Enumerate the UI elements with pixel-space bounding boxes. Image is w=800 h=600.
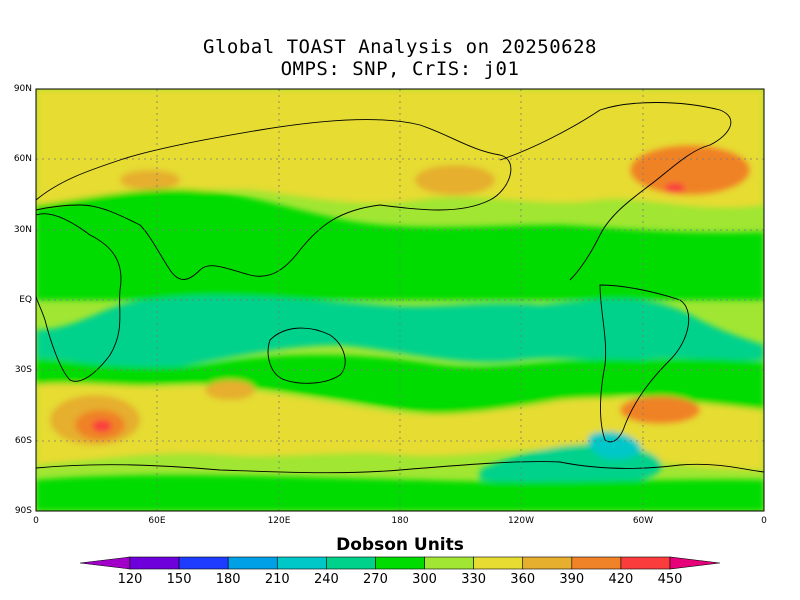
lat-label: 30S bbox=[14, 365, 32, 375]
africa-coastline bbox=[36, 213, 122, 382]
lon-label: 0 bbox=[761, 516, 767, 526]
colorbar-swatch bbox=[178, 556, 229, 570]
lon-label: 60E bbox=[148, 516, 166, 526]
lat-label: 90S bbox=[14, 506, 32, 516]
ozone-high-europe bbox=[120, 170, 180, 190]
colorbar-title: Dobson Units bbox=[336, 535, 464, 555]
lat-label: 90N bbox=[13, 84, 32, 94]
colorbar-swatch bbox=[571, 556, 622, 570]
lon-label: 180 bbox=[391, 516, 409, 526]
ozone-field bbox=[36, 89, 764, 511]
graticule bbox=[36, 89, 764, 511]
lat-label: 60S bbox=[14, 436, 32, 446]
colorbar-swatch bbox=[620, 556, 671, 570]
lon-label: 60W bbox=[632, 516, 654, 526]
colorbar-tick-label: 210 bbox=[264, 572, 290, 587]
map-frame bbox=[35, 88, 765, 512]
ozone-cyan-patch bbox=[588, 431, 641, 460]
coastlines bbox=[36, 102, 764, 474]
colorbar-swatch bbox=[326, 556, 376, 570]
colorbar-swatch bbox=[424, 556, 474, 570]
colorbar-swatch bbox=[129, 556, 180, 570]
colorbar-tick-label: 420 bbox=[608, 572, 634, 587]
antarctica-coastline bbox=[36, 461, 764, 474]
ozone-high-north-pacific bbox=[415, 165, 495, 195]
lat-label: EQ bbox=[19, 295, 32, 305]
colorbar-swatch bbox=[227, 556, 278, 570]
colorbar-swatch bbox=[473, 556, 524, 570]
colorbar-tick-label: 450 bbox=[657, 572, 683, 587]
ozone-high-south-atlantic bbox=[620, 396, 700, 424]
eurasia-coastline bbox=[36, 119, 512, 280]
ozone-green-north bbox=[36, 188, 764, 300]
ozone-high-north-atlantic bbox=[630, 145, 750, 195]
colorbar-tick-label: 360 bbox=[510, 572, 536, 587]
colorbar-swatch bbox=[375, 556, 425, 570]
lon-label: 0 bbox=[33, 516, 39, 526]
north-america-coastline bbox=[499, 102, 732, 281]
lon-label: 120E bbox=[267, 516, 291, 526]
colorbar-tick-label: 150 bbox=[166, 572, 192, 587]
colorbar-tick-label: 120 bbox=[117, 572, 143, 587]
ozone-teal-tropics bbox=[36, 295, 764, 371]
colorbar-tick-label: 180 bbox=[215, 572, 241, 587]
colorbar-tick-label: 300 bbox=[412, 572, 437, 587]
ozone-max-south-indian bbox=[92, 420, 112, 432]
colorbar-tick-label: 330 bbox=[461, 572, 487, 587]
map-subtitle: OMPS: SNP, CrIS: j01 bbox=[280, 58, 520, 80]
colorbar bbox=[79, 556, 721, 570]
ozone-max-north-atlantic bbox=[665, 183, 685, 193]
australia-coastline bbox=[267, 327, 346, 384]
colorbar-swatch bbox=[522, 556, 573, 570]
map-title: Global TOAST Analysis on 20250628 bbox=[203, 36, 597, 58]
colorbar-high-arrow bbox=[669, 556, 721, 570]
colorbar-tick-label: 270 bbox=[363, 572, 388, 587]
ozone-green-polar bbox=[36, 475, 764, 511]
lat-label: 30N bbox=[13, 225, 32, 235]
colorbar-low-arrow bbox=[79, 556, 131, 570]
lon-label: 120W bbox=[507, 516, 535, 526]
colorbar-tick-label: 240 bbox=[313, 572, 339, 587]
lat-label: 60N bbox=[13, 154, 32, 164]
colorbar-tick-label: 390 bbox=[559, 572, 585, 587]
ozone-high-south-australia bbox=[205, 380, 255, 400]
colorbar-swatch bbox=[276, 556, 327, 570]
